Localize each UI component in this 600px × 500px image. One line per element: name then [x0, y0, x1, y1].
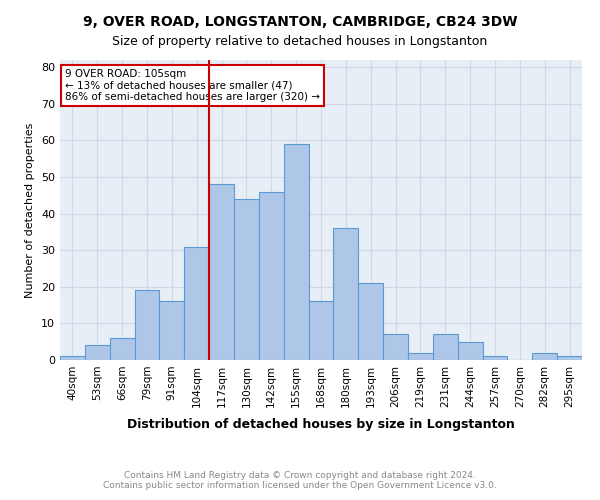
Bar — [60, 356, 85, 360]
Bar — [458, 342, 482, 360]
Bar — [358, 283, 383, 360]
Bar — [408, 352, 433, 360]
Bar — [134, 290, 160, 360]
Bar — [209, 184, 234, 360]
Bar — [160, 302, 184, 360]
X-axis label: Distribution of detached houses by size in Longstanton: Distribution of detached houses by size … — [127, 418, 515, 431]
Bar — [433, 334, 458, 360]
Bar — [259, 192, 284, 360]
Bar — [85, 346, 110, 360]
Bar — [482, 356, 508, 360]
Bar — [234, 199, 259, 360]
Bar — [334, 228, 358, 360]
Bar — [184, 246, 209, 360]
Bar — [284, 144, 308, 360]
Bar — [308, 302, 334, 360]
Bar — [110, 338, 134, 360]
Text: 9 OVER ROAD: 105sqm
← 13% of detached houses are smaller (47)
86% of semi-detach: 9 OVER ROAD: 105sqm ← 13% of detached ho… — [65, 69, 320, 102]
Text: Contains HM Land Registry data © Crown copyright and database right 2024.
Contai: Contains HM Land Registry data © Crown c… — [103, 470, 497, 490]
Text: 9, OVER ROAD, LONGSTANTON, CAMBRIDGE, CB24 3DW: 9, OVER ROAD, LONGSTANTON, CAMBRIDGE, CB… — [83, 15, 517, 29]
Bar — [532, 352, 557, 360]
Bar — [383, 334, 408, 360]
Y-axis label: Number of detached properties: Number of detached properties — [25, 122, 35, 298]
Bar — [557, 356, 582, 360]
Text: Size of property relative to detached houses in Longstanton: Size of property relative to detached ho… — [112, 35, 488, 48]
